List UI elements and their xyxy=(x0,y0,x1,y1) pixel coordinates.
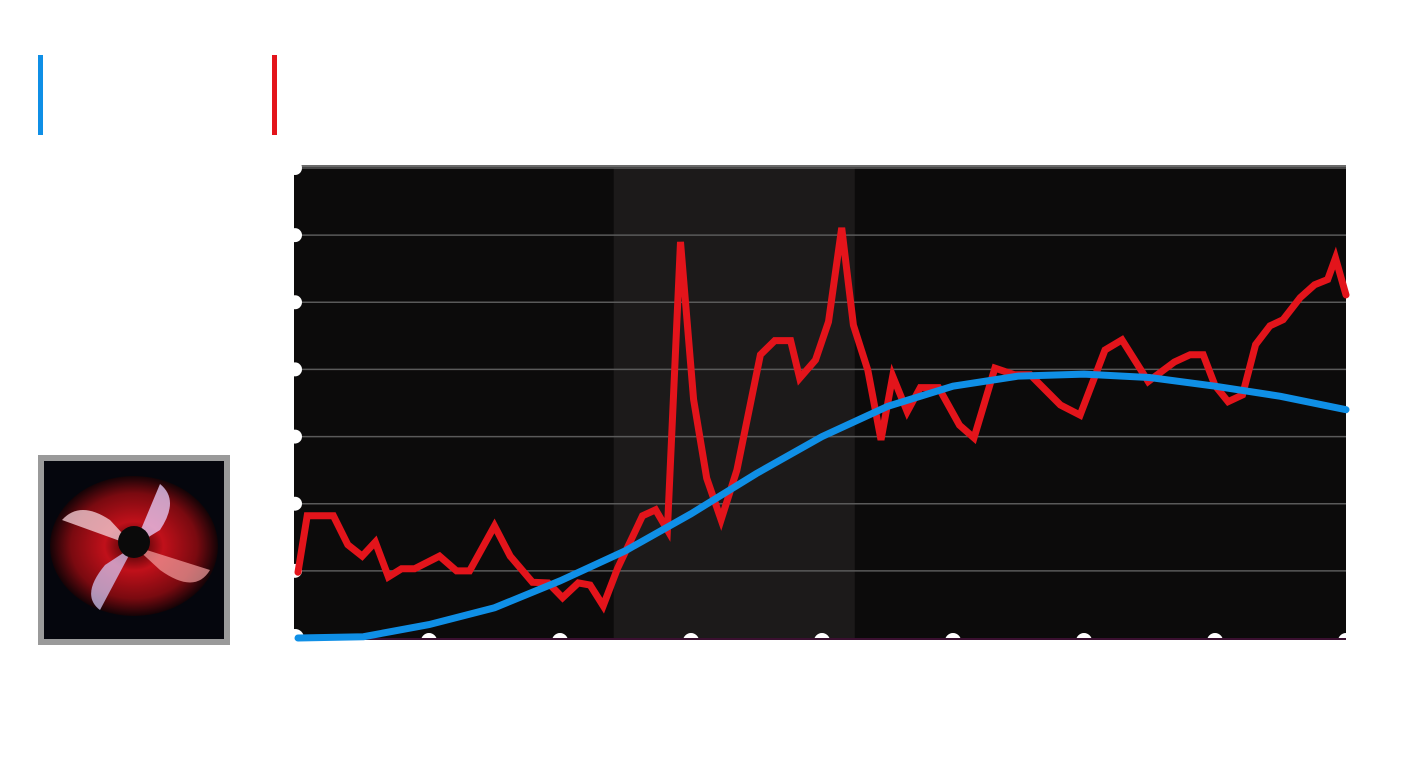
fan-blade xyxy=(62,510,134,546)
fan-hub xyxy=(118,526,150,558)
legend-swatch xyxy=(272,55,277,135)
x-tick-dot xyxy=(945,633,961,649)
x-tick-dot xyxy=(814,633,830,649)
x-tick-dot xyxy=(421,633,437,649)
data-line xyxy=(294,370,1350,642)
fan-blade xyxy=(134,546,210,583)
x-tick-dot xyxy=(1076,633,1092,649)
legend-swatch xyxy=(38,55,43,135)
x-tick-dot xyxy=(552,633,568,649)
x-tick-dot xyxy=(1207,633,1223,649)
y-tick-dot xyxy=(288,295,302,310)
y-tick-dot xyxy=(288,228,302,243)
y-tick-dot xyxy=(288,496,302,511)
x-tick-dot xyxy=(1338,633,1354,649)
shaded-range xyxy=(613,168,855,638)
x-tick-dot xyxy=(683,633,699,649)
fan-blade xyxy=(91,546,134,610)
y-tick-dot xyxy=(288,161,302,175)
y-tick-dot xyxy=(288,429,302,444)
fan-thumbnail xyxy=(38,455,230,645)
data-line xyxy=(294,227,1350,614)
y-tick-dot xyxy=(288,362,302,377)
